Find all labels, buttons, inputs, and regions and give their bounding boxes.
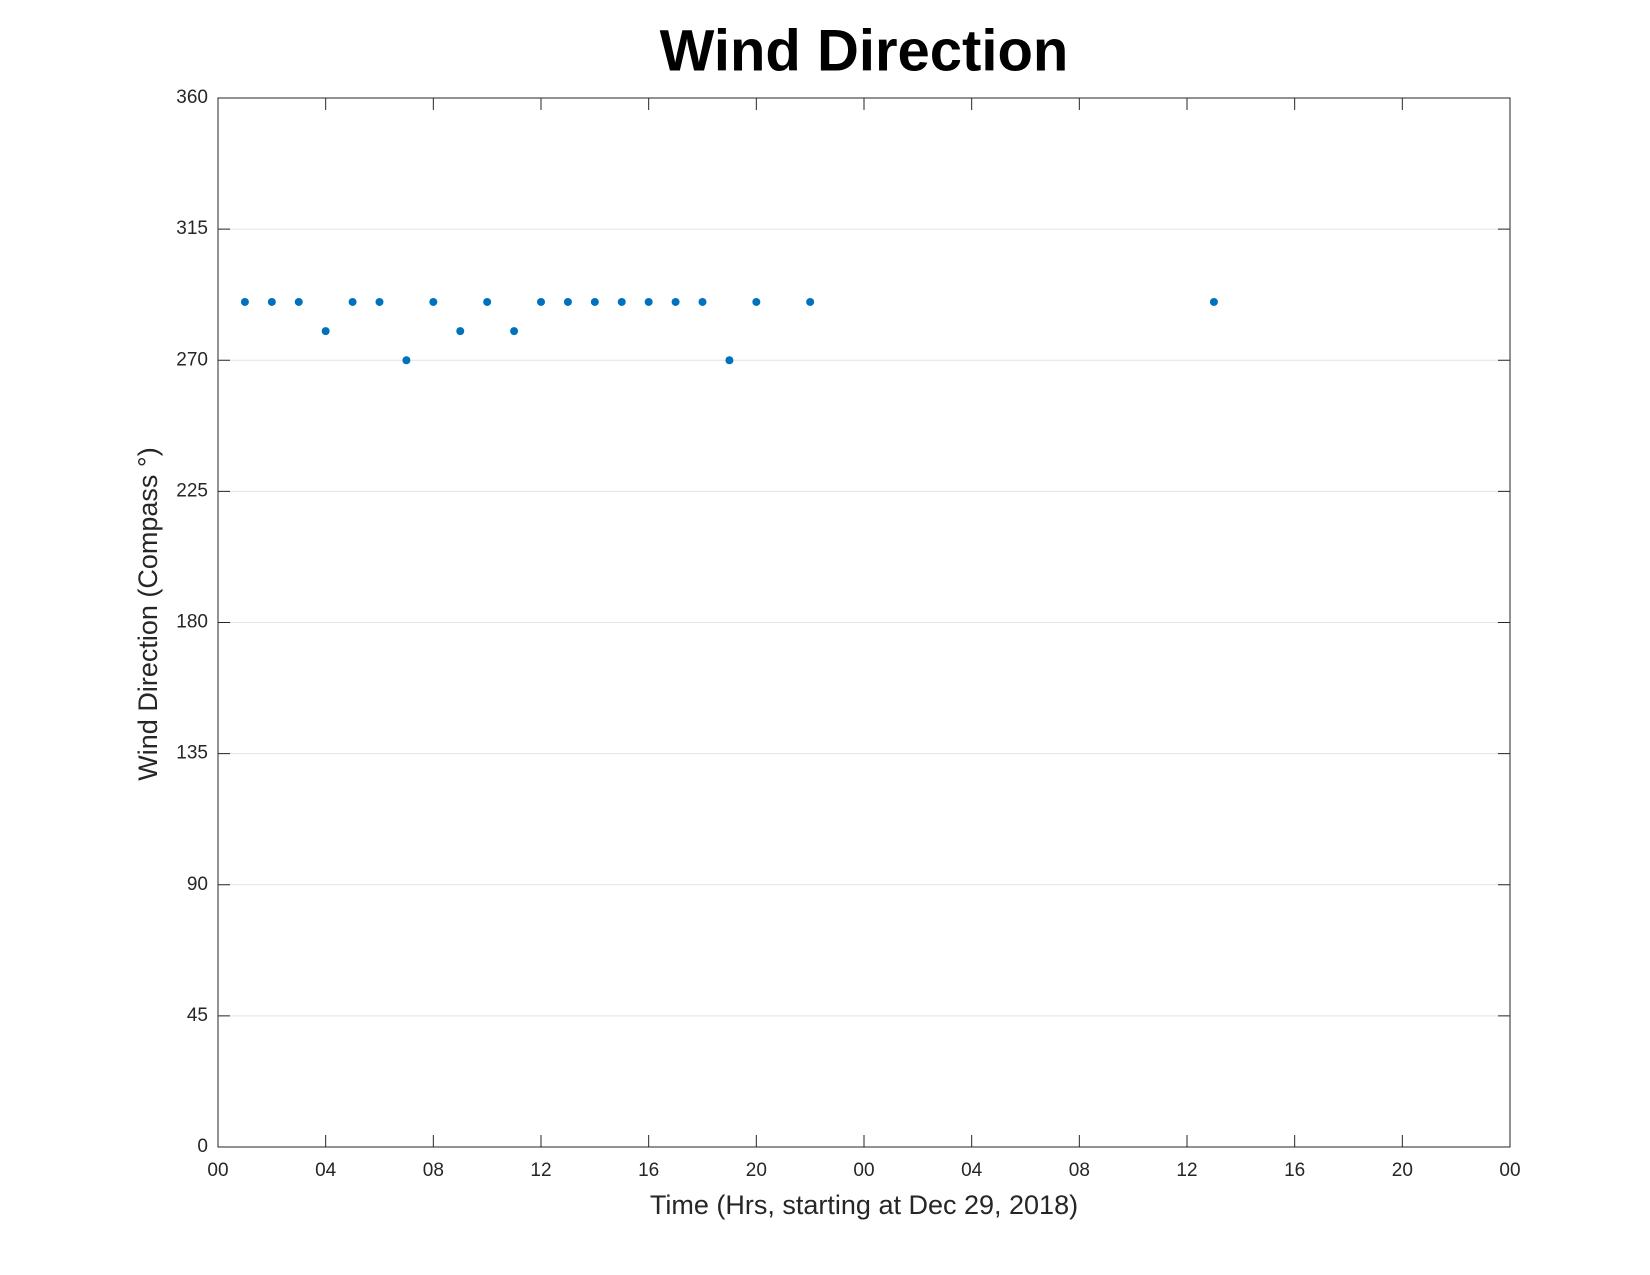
point: [725, 356, 734, 365]
point: [402, 356, 411, 365]
point: [375, 297, 384, 306]
point: [644, 297, 653, 306]
x-axis-label: Time (Hrs, starting at Dec 29, 2018): [650, 1190, 1078, 1220]
y-tick-label: 180: [176, 612, 208, 633]
x-tick-label: 12: [530, 1160, 551, 1181]
point: [267, 297, 276, 306]
point: [537, 297, 545, 306]
point: [617, 297, 626, 306]
x-tick-label: 20: [1392, 1160, 1413, 1181]
x-tick-label: 20: [746, 1160, 767, 1181]
y-tick-label: 135: [176, 743, 208, 764]
y-tick-label: 315: [176, 218, 208, 239]
x-tick-label: 08: [423, 1160, 444, 1181]
y-axis-label: Wind Direction (Compass °): [133, 447, 163, 780]
y-tick-label: 270: [176, 349, 208, 370]
y-tick-label: 225: [176, 480, 208, 501]
x-tick-label: 04: [961, 1160, 983, 1181]
y-tick-label: 360: [176, 87, 208, 108]
point: [483, 297, 492, 306]
chart-title: Wind Direction: [660, 18, 1069, 83]
x-tick-label: 16: [638, 1160, 659, 1181]
x-tick-label: 04: [315, 1160, 337, 1181]
point: [671, 297, 680, 306]
plot-frame: [217, 97, 1511, 1148]
point: [510, 327, 519, 336]
x-tick-label: 00: [207, 1160, 228, 1181]
x-tick-label: 00: [1499, 1160, 1520, 1181]
x-tick-label: 08: [1069, 1160, 1090, 1181]
y-tick-label: 90: [187, 874, 208, 895]
point: [294, 297, 303, 306]
point: [348, 297, 357, 306]
x-tick-label: 12: [1176, 1160, 1197, 1181]
point: [563, 297, 572, 306]
point: [456, 327, 465, 336]
point: [429, 297, 438, 306]
x-tick-label: 00: [853, 1160, 874, 1181]
point: [752, 297, 761, 306]
point: [590, 297, 599, 306]
point: [1209, 297, 1218, 306]
point: [240, 297, 249, 306]
point: [698, 297, 707, 306]
point: [321, 327, 330, 336]
y-tick-label: 45: [187, 1005, 208, 1026]
y-tick-label: 0: [197, 1136, 208, 1157]
point: [806, 297, 815, 306]
x-tick-label: 16: [1284, 1160, 1305, 1181]
